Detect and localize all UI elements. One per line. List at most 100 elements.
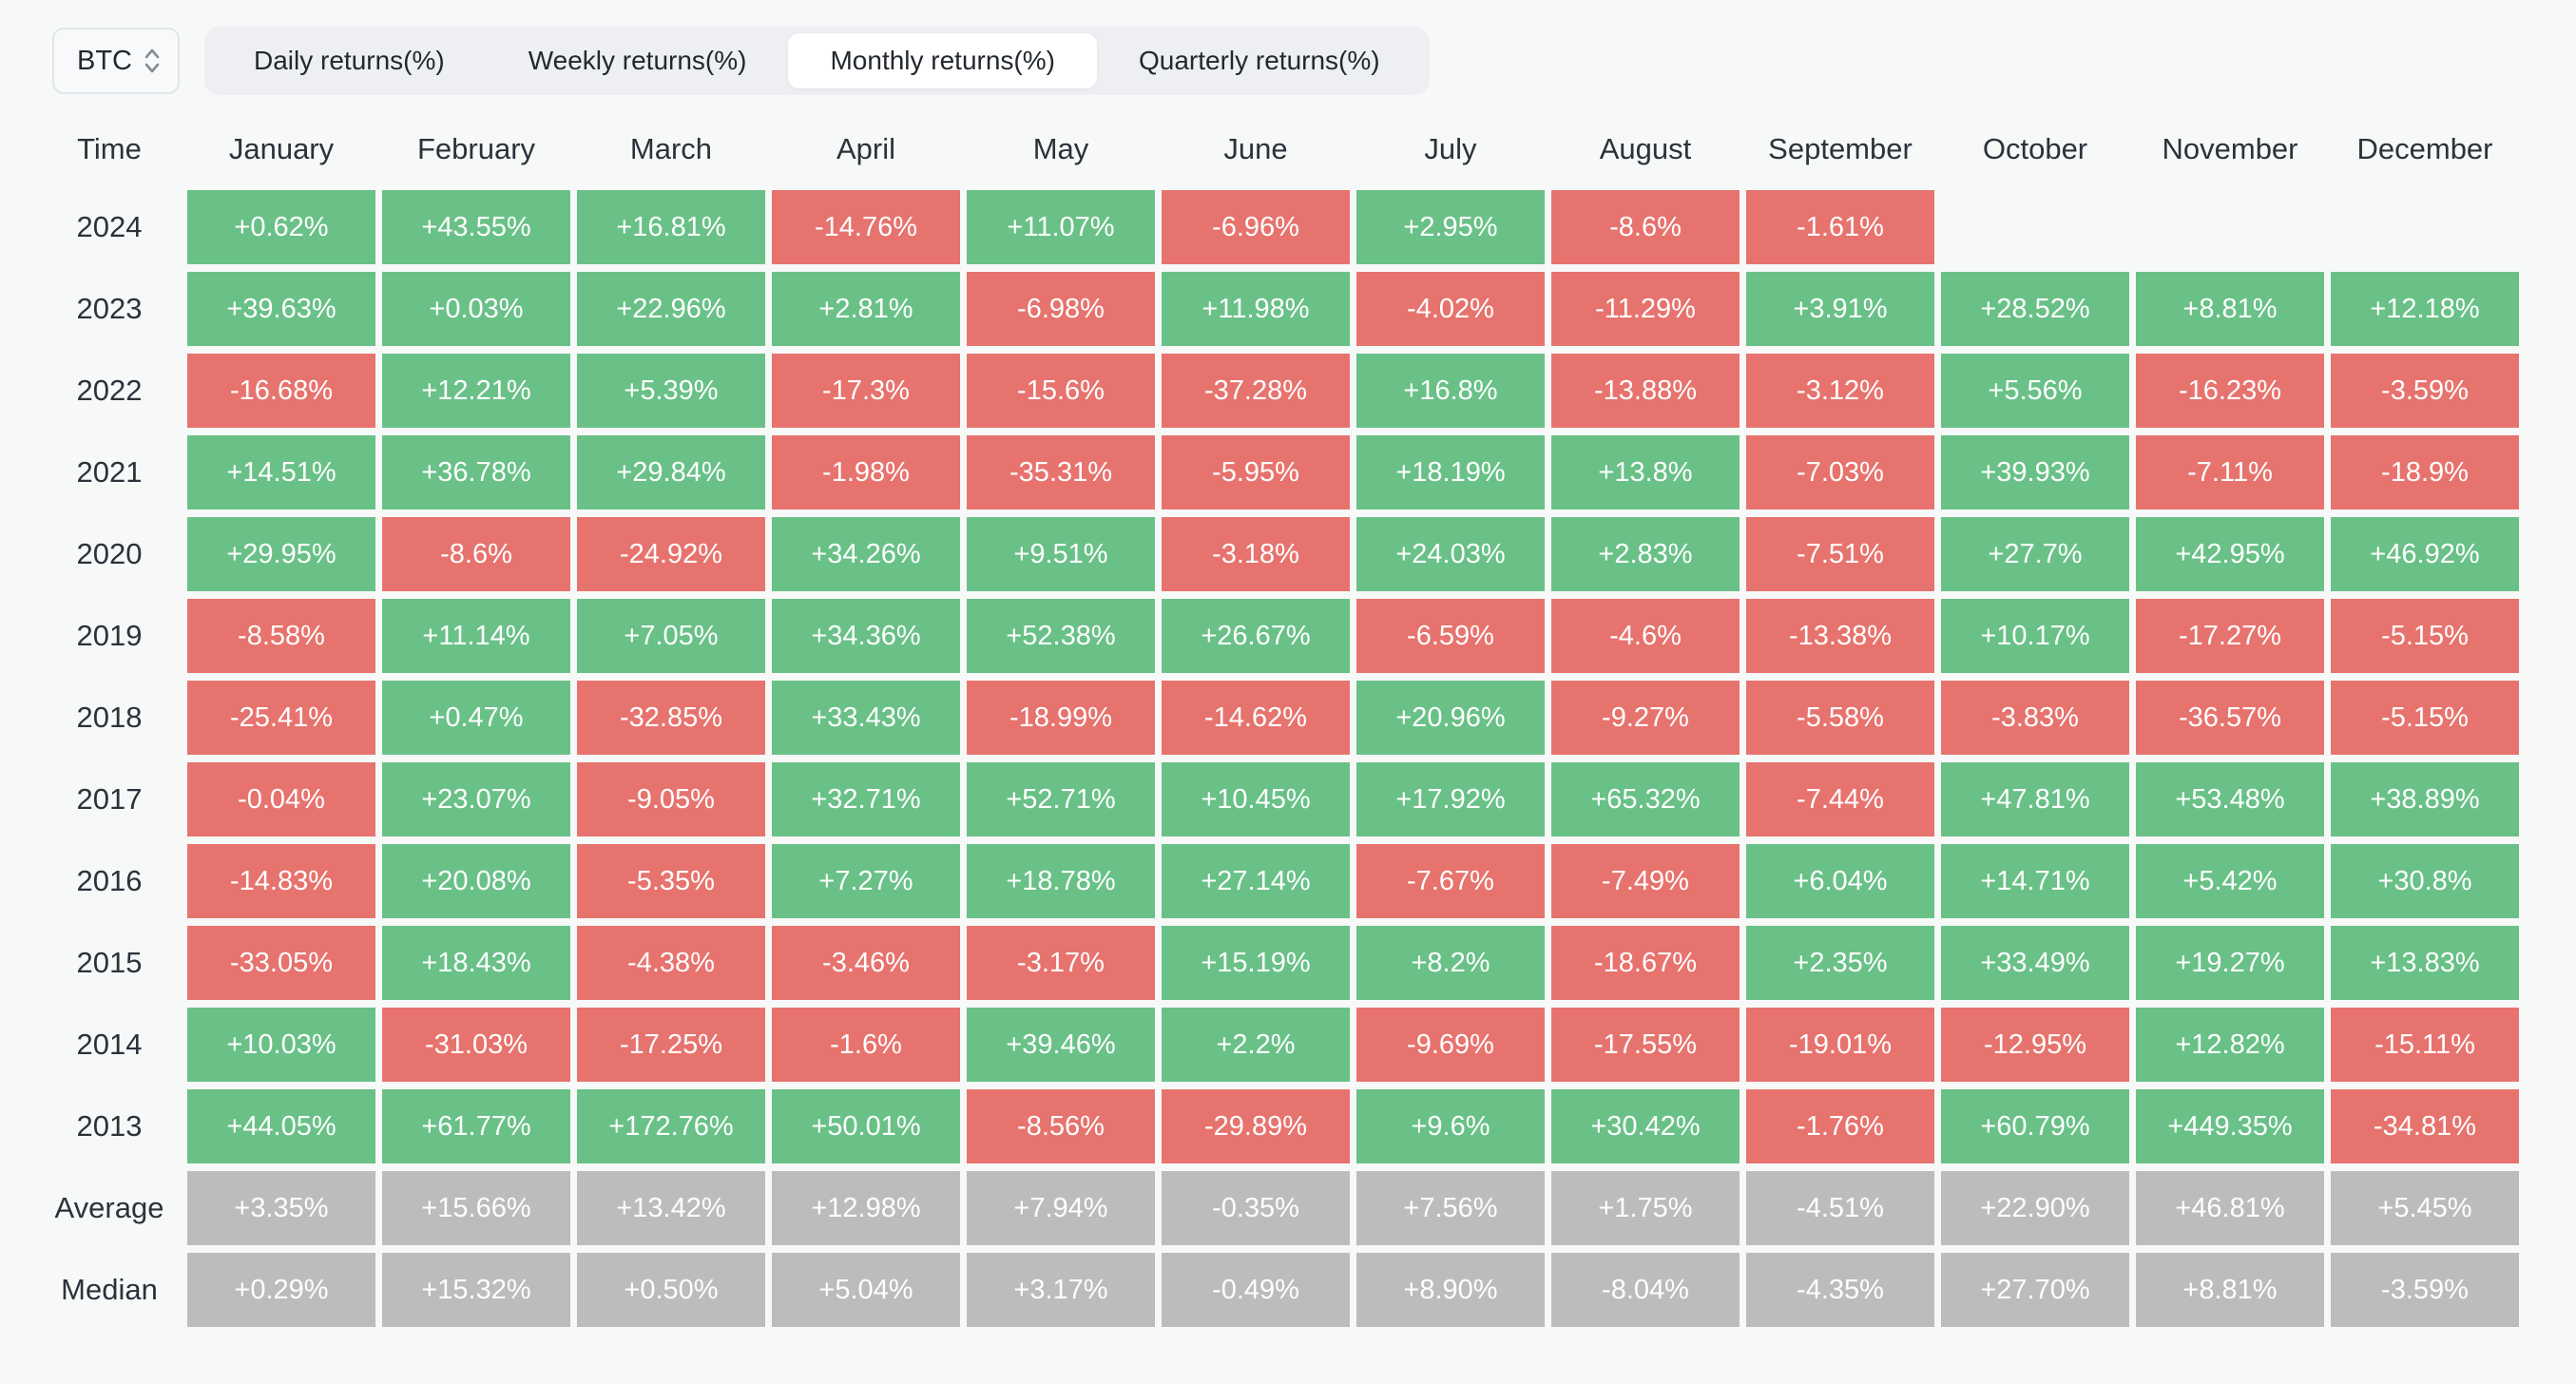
return-cell: -7.51%	[1746, 517, 1934, 591]
return-cell: +65.32%	[1551, 762, 1740, 836]
return-cell: +0.03%	[382, 272, 570, 346]
month-header: February	[416, 132, 536, 165]
year-row-label: 2015	[76, 946, 143, 979]
return-cell: +1.75%	[1551, 1171, 1740, 1245]
return-cell: +7.05%	[577, 599, 765, 673]
return-cell: -18.9%	[2331, 435, 2519, 509]
return-cell: -8.04%	[1551, 1253, 1740, 1327]
return-cell: -18.67%	[1551, 926, 1740, 1000]
return-cell: -9.27%	[1551, 681, 1740, 755]
return-cell: +11.14%	[382, 599, 570, 673]
return-cell: +23.07%	[382, 762, 570, 836]
summary-row-label: Average	[54, 1191, 164, 1224]
return-cell: -35.31%	[967, 435, 1155, 509]
return-cell: +18.19%	[1356, 435, 1545, 509]
return-cell: +8.2%	[1356, 926, 1545, 1000]
month-header: January	[228, 132, 335, 165]
return-cell: +12.21%	[382, 354, 570, 428]
return-cell: -32.85%	[577, 681, 765, 755]
return-cell: +24.03%	[1356, 517, 1545, 591]
return-cell: -24.92%	[577, 517, 765, 591]
return-cell: +5.39%	[577, 354, 765, 428]
tab-daily-returns[interactable]: Daily returns(%)	[254, 46, 445, 75]
return-cell: -13.88%	[1551, 354, 1740, 428]
return-cell: -31.03%	[382, 1008, 570, 1082]
return-cell: -3.59%	[2331, 1253, 2519, 1327]
return-cell: -3.17%	[967, 926, 1155, 1000]
return-cell: -8.6%	[1551, 190, 1740, 264]
time-column-header: Time	[77, 132, 142, 165]
return-cell: +9.51%	[967, 517, 1155, 591]
return-cell: -4.6%	[1551, 599, 1740, 673]
tab-quarterly-returns[interactable]: Quarterly returns(%)	[1138, 46, 1380, 75]
return-cell: +2.35%	[1746, 926, 1934, 1000]
return-cell: +5.42%	[2136, 844, 2324, 918]
year-row-label: 2017	[76, 782, 143, 816]
return-cell: +14.51%	[187, 435, 375, 509]
return-cell: +12.18%	[2331, 272, 2519, 346]
year-row-label: 2018	[76, 701, 143, 734]
return-cell: -17.27%	[2136, 599, 2324, 673]
tab-monthly-returns[interactable]: Monthly returns(%)	[788, 33, 1097, 88]
year-row-label: 2022	[76, 374, 143, 407]
return-cell: -19.01%	[1746, 1008, 1934, 1082]
return-cell: -12.95%	[1941, 1008, 2129, 1082]
return-cell: +29.95%	[187, 517, 375, 591]
return-cell: +16.81%	[577, 190, 765, 264]
return-cell: -18.99%	[967, 681, 1155, 755]
return-cell: -1.76%	[1746, 1089, 1934, 1163]
year-row-label: 2024	[76, 210, 143, 243]
return-cell: +15.66%	[382, 1171, 570, 1245]
return-cell: +46.92%	[2331, 517, 2519, 591]
return-cell: +7.56%	[1356, 1171, 1545, 1245]
return-cell: -29.89%	[1162, 1089, 1350, 1163]
return-cell: +44.05%	[187, 1089, 375, 1163]
return-cell: +172.76%	[577, 1089, 765, 1163]
tab-weekly-returns[interactable]: Weekly returns(%)	[528, 46, 747, 75]
return-cell: +39.93%	[1941, 435, 2129, 509]
return-cell: +19.27%	[2136, 926, 2324, 1000]
return-cell: -4.51%	[1746, 1171, 1934, 1245]
return-cell: -4.38%	[577, 926, 765, 1000]
return-cell: -5.95%	[1162, 435, 1350, 509]
return-cell: -3.83%	[1941, 681, 2129, 755]
year-row-label: 2019	[76, 619, 143, 652]
return-cell: +12.82%	[2136, 1008, 2324, 1082]
symbol-selector[interactable]: BTC	[52, 28, 180, 94]
return-cell: -0.35%	[1162, 1171, 1350, 1245]
return-cell: +6.04%	[1746, 844, 1934, 918]
return-cell: +7.27%	[772, 844, 960, 918]
return-cell: +12.98%	[772, 1171, 960, 1245]
return-cell: -4.02%	[1356, 272, 1545, 346]
return-cell: -16.23%	[2136, 354, 2324, 428]
return-cell: +52.38%	[967, 599, 1155, 673]
summary-row-label: Median	[61, 1273, 158, 1306]
return-cell: +29.84%	[577, 435, 765, 509]
return-cell: -4.35%	[1746, 1253, 1934, 1327]
return-cell: +10.17%	[1941, 599, 2129, 673]
return-cell: +28.52%	[1941, 272, 2129, 346]
return-cell: +16.8%	[1356, 354, 1545, 428]
return-cell: +53.48%	[2136, 762, 2324, 836]
year-row-label: 2016	[76, 864, 143, 897]
return-cell: +27.14%	[1162, 844, 1350, 918]
return-cell: -1.61%	[1746, 190, 1934, 264]
return-cell: +46.81%	[2136, 1171, 2324, 1245]
return-cell: +52.71%	[967, 762, 1155, 836]
return-cell: -14.76%	[772, 190, 960, 264]
return-cell: +15.32%	[382, 1253, 570, 1327]
return-cell: +36.78%	[382, 435, 570, 509]
return-cell: +5.04%	[772, 1253, 960, 1327]
return-cell: +0.29%	[187, 1253, 375, 1327]
return-cell: +20.08%	[382, 844, 570, 918]
return-cell: -7.44%	[1746, 762, 1934, 836]
return-cell: +2.81%	[772, 272, 960, 346]
return-cell: +3.17%	[967, 1253, 1155, 1327]
return-cell: -5.35%	[577, 844, 765, 918]
return-cell: -3.59%	[2331, 354, 2519, 428]
returns-tab-bar: Daily returns(%) Weekly returns(%) Month…	[204, 27, 1430, 95]
return-cell: -3.46%	[772, 926, 960, 1000]
return-cell: +11.07%	[967, 190, 1155, 264]
year-row-label: 2014	[76, 1028, 143, 1061]
return-cell: +2.95%	[1356, 190, 1545, 264]
